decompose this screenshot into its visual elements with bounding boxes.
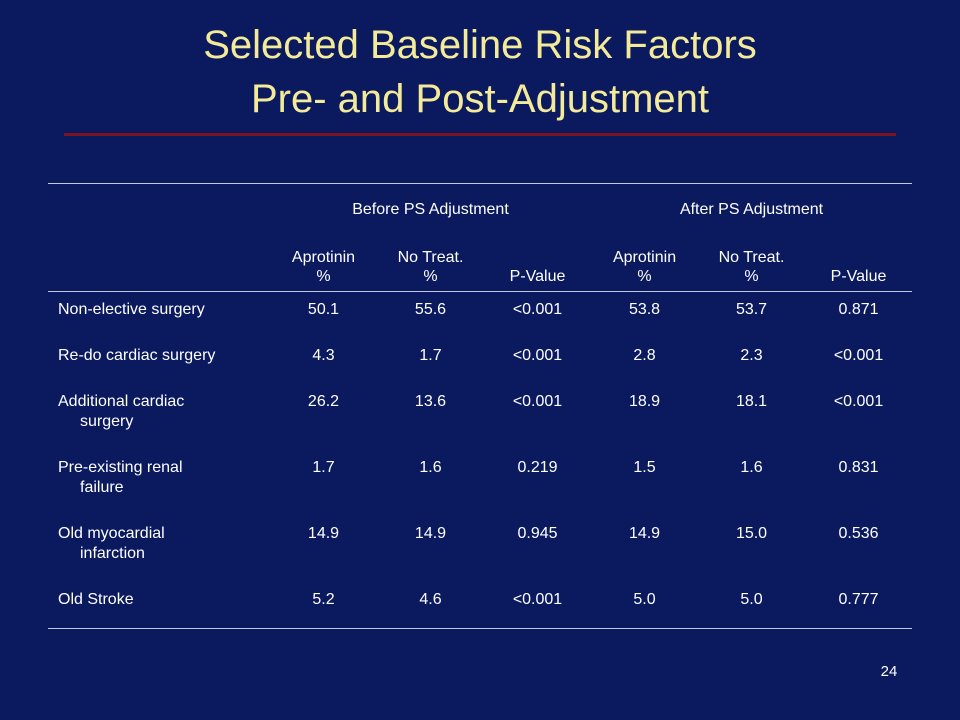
- row-label: Old myocardial infarction: [58, 525, 165, 562]
- cell-after-p-value: 0.871: [838, 301, 879, 318]
- cell-after-no-treat: 53.7: [735, 301, 768, 318]
- page-number: 24: [880, 663, 898, 680]
- header-blank-cell: [48, 184, 270, 237]
- table-row: Old Stroke 5.2 4.6 <0.001 5.0 5.0 0.777: [48, 582, 913, 629]
- slide-title-line-1: Selected Baseline Risk Factors: [203, 23, 757, 67]
- cell-after-aprotinin: 1.5: [633, 459, 656, 476]
- row-label: Old Stroke: [58, 591, 134, 608]
- subheader-before-aprotinin: Aprotinin%: [291, 249, 356, 285]
- cell-after-no-treat: 2.3: [740, 347, 763, 364]
- cell-after-p-value: <0.001: [833, 347, 884, 364]
- table-body: Non-elective surgery 50.1 55.6 <0.001 53…: [48, 292, 913, 629]
- cell-after-no-treat: 18.1: [735, 393, 768, 410]
- cell-before-aprotinin: 26.2: [307, 393, 340, 410]
- cell-after-aprotinin: 18.9: [628, 393, 661, 410]
- subheader-after-p-value: P-Value: [830, 268, 887, 285]
- cell-before-no-treat: 14.9: [414, 525, 447, 542]
- cell-before-p-value: 0.945: [517, 525, 558, 542]
- cell-after-aprotinin: 53.8: [628, 301, 661, 318]
- cell-before-no-treat: 1.7: [419, 347, 442, 364]
- row-label: Pre-existing renal failure: [58, 459, 183, 496]
- row-label: Re-do cardiac surgery: [58, 347, 216, 364]
- title-underline: [64, 133, 896, 136]
- cell-before-p-value: <0.001: [512, 347, 563, 364]
- subheader-before-no-treat: No Treat.%: [397, 249, 464, 285]
- table-row: Re-do cardiac surgery 4.3 1.7 <0.001 2.8…: [48, 338, 912, 384]
- cell-before-no-treat: 1.6: [419, 459, 442, 476]
- cell-before-p-value: <0.001: [512, 301, 563, 318]
- cell-before-no-treat: 4.6: [419, 591, 442, 608]
- cell-after-aprotinin: 5.0: [633, 591, 656, 608]
- cell-before-no-treat: 55.6: [414, 301, 447, 318]
- subheader-blank-cell: [48, 236, 270, 292]
- header-after-ps-adjustment: After PS Adjustment: [679, 201, 824, 218]
- cell-before-p-value: 0.219: [517, 459, 558, 476]
- cell-before-aprotinin: 50.1: [307, 301, 340, 318]
- table-subheader-row: Aprotinin% No Treat.% P-Value Aprotinin%…: [48, 236, 913, 292]
- slide-title-line-2: Pre- and Post-Adjustment: [251, 77, 709, 121]
- cell-before-aprotinin: 1.7: [312, 459, 335, 476]
- cell-before-aprotinin: 4.3: [312, 347, 335, 364]
- subheader-before-p-value: P-Value: [509, 268, 566, 285]
- row-label: Non-elective surgery: [58, 301, 205, 318]
- subheader-after-aprotinin: Aprotinin%: [612, 249, 677, 285]
- cell-before-aprotinin: 5.2: [312, 591, 335, 608]
- cell-before-aprotinin: 14.9: [307, 525, 340, 542]
- cell-before-p-value: <0.001: [512, 393, 563, 410]
- subheader-after-no-treat: No Treat.%: [718, 249, 785, 285]
- cell-after-p-value: 0.777: [838, 591, 879, 608]
- table-row: Non-elective surgery 50.1 55.6 <0.001 53…: [48, 292, 912, 339]
- cell-after-p-value: 0.831: [838, 459, 879, 476]
- cell-after-p-value: <0.001: [833, 393, 884, 410]
- cell-before-p-value: <0.001: [512, 591, 563, 608]
- table-group-header-row: Before PS Adjustment After PS Adjustment: [48, 183, 913, 237]
- row-label: Additional cardiac surgery: [58, 393, 185, 430]
- cell-after-no-treat: 1.6: [740, 459, 763, 476]
- table-row: Additional cardiac surgery 26.2 13.6 <0.0…: [48, 384, 912, 450]
- slide-title: Selected Baseline Risk Factors Pre- and …: [0, 18, 960, 126]
- risk-factors-table: Before PS Adjustment After PS Adjustment…: [48, 183, 913, 629]
- table-row: Pre-existing renal failure 1.7 1.6 0.219 …: [48, 450, 912, 516]
- cell-after-no-treat: 15.0: [735, 525, 768, 542]
- table-row: Old myocardial infarction 14.9 14.9 0.945…: [48, 516, 912, 582]
- header-before-ps-adjustment: Before PS Adjustment: [352, 201, 509, 218]
- cell-after-aprotinin: 2.8: [633, 347, 656, 364]
- cell-before-no-treat: 13.6: [414, 393, 447, 410]
- cell-after-no-treat: 5.0: [740, 591, 763, 608]
- table-header: Before PS Adjustment After PS Adjustment…: [48, 183, 913, 292]
- cell-after-p-value: 0.536: [838, 525, 879, 542]
- cell-after-aprotinin: 14.9: [628, 525, 661, 542]
